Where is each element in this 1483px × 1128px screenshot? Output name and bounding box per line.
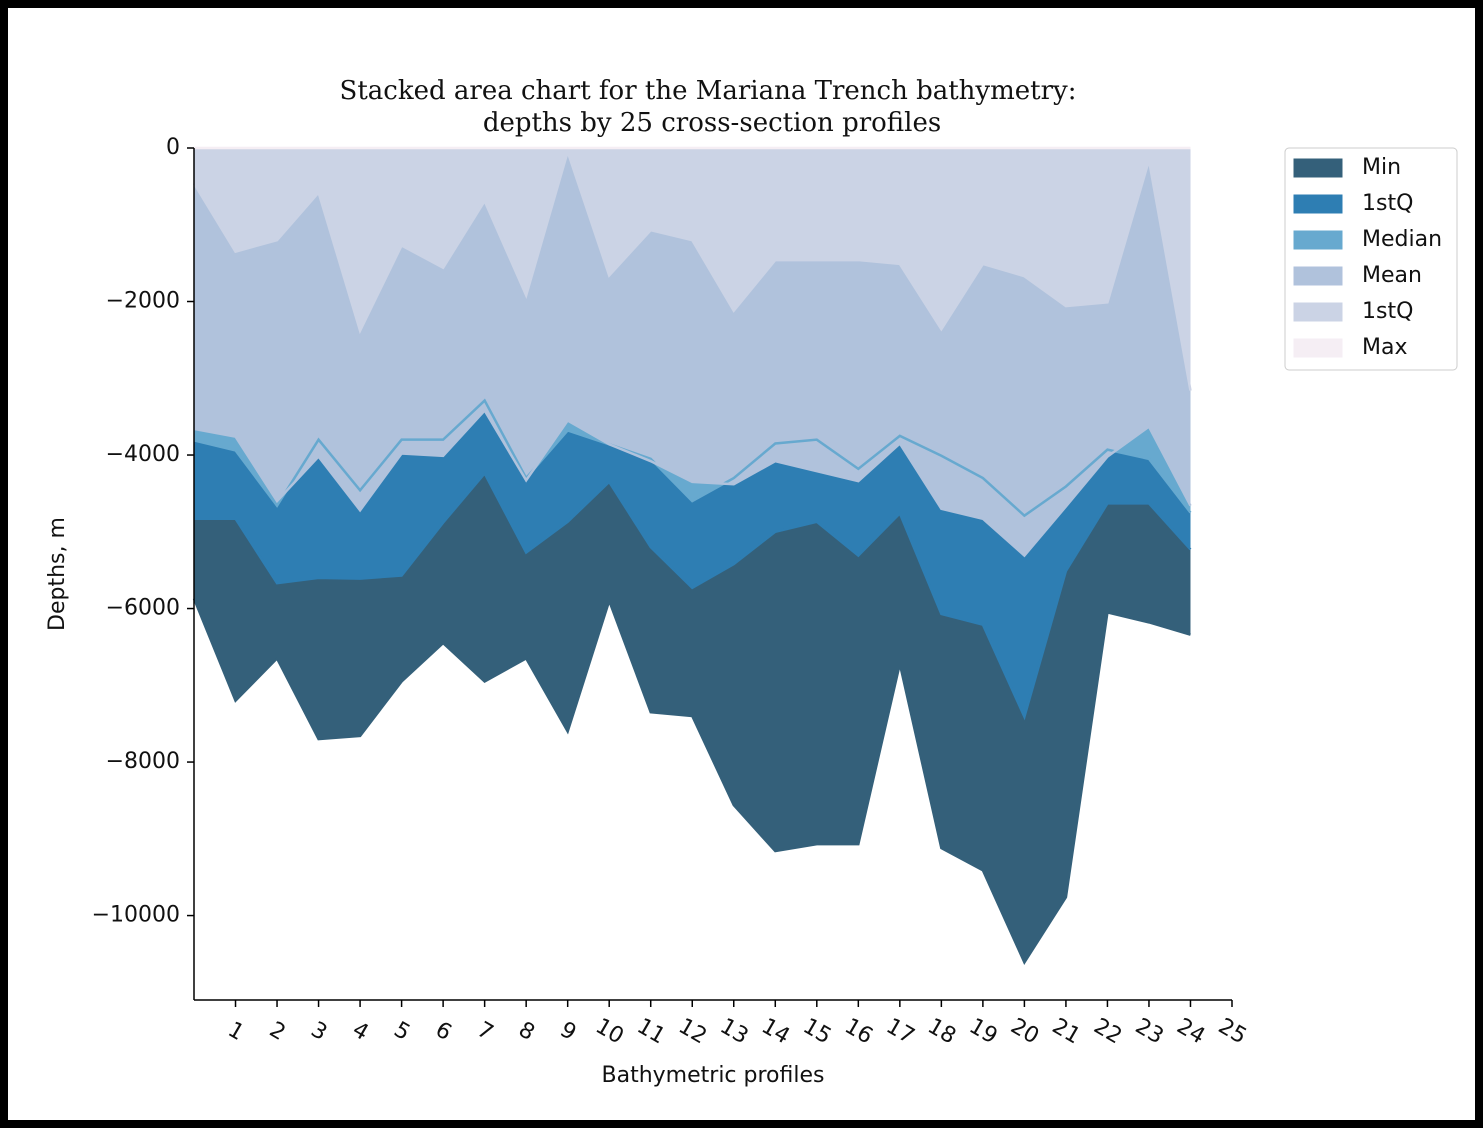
legend-swatch bbox=[1293, 194, 1343, 214]
area-fill bbox=[194, 148, 1191, 391]
series-line bbox=[193, 408, 1192, 558]
series-line bbox=[193, 398, 1192, 518]
y-tick-label: 0 bbox=[166, 135, 180, 160]
series-line bbox=[192, 597, 1191, 966]
legend-swatch bbox=[1293, 338, 1343, 358]
legend-label: Max bbox=[1362, 335, 1407, 360]
legend-label: Median bbox=[1362, 227, 1442, 252]
chart-title: Stacked area chart for the Mariana Trenc… bbox=[340, 76, 1077, 106]
legend-label: 1stQ bbox=[1362, 191, 1413, 216]
y-tick-label: −6000 bbox=[106, 596, 180, 621]
legend-label: Min bbox=[1362, 155, 1401, 180]
legend-swatch bbox=[1293, 230, 1343, 250]
legend-swatch bbox=[1293, 266, 1343, 286]
legend-label: Mean bbox=[1362, 263, 1422, 288]
legend-label: 1stQ bbox=[1362, 299, 1413, 324]
chart-title: depths by 25 cross-section profiles bbox=[483, 108, 941, 138]
y-tick-label: −2000 bbox=[106, 289, 180, 314]
series-line bbox=[194, 471, 1192, 721]
y-tick-label: −10000 bbox=[92, 903, 180, 928]
y-axis-label: Depths, m bbox=[45, 517, 70, 631]
legend-swatch bbox=[1293, 158, 1343, 178]
series-line bbox=[192, 147, 1192, 391]
legend: Min 1stQ Median Mean 1stQ Max bbox=[1284, 147, 1458, 371]
y-tick-label: −8000 bbox=[106, 749, 180, 774]
y-tick-label: −4000 bbox=[106, 442, 180, 467]
legend-swatch bbox=[1293, 302, 1343, 322]
x-axis-label: Bathymetric profiles bbox=[602, 1063, 825, 1088]
